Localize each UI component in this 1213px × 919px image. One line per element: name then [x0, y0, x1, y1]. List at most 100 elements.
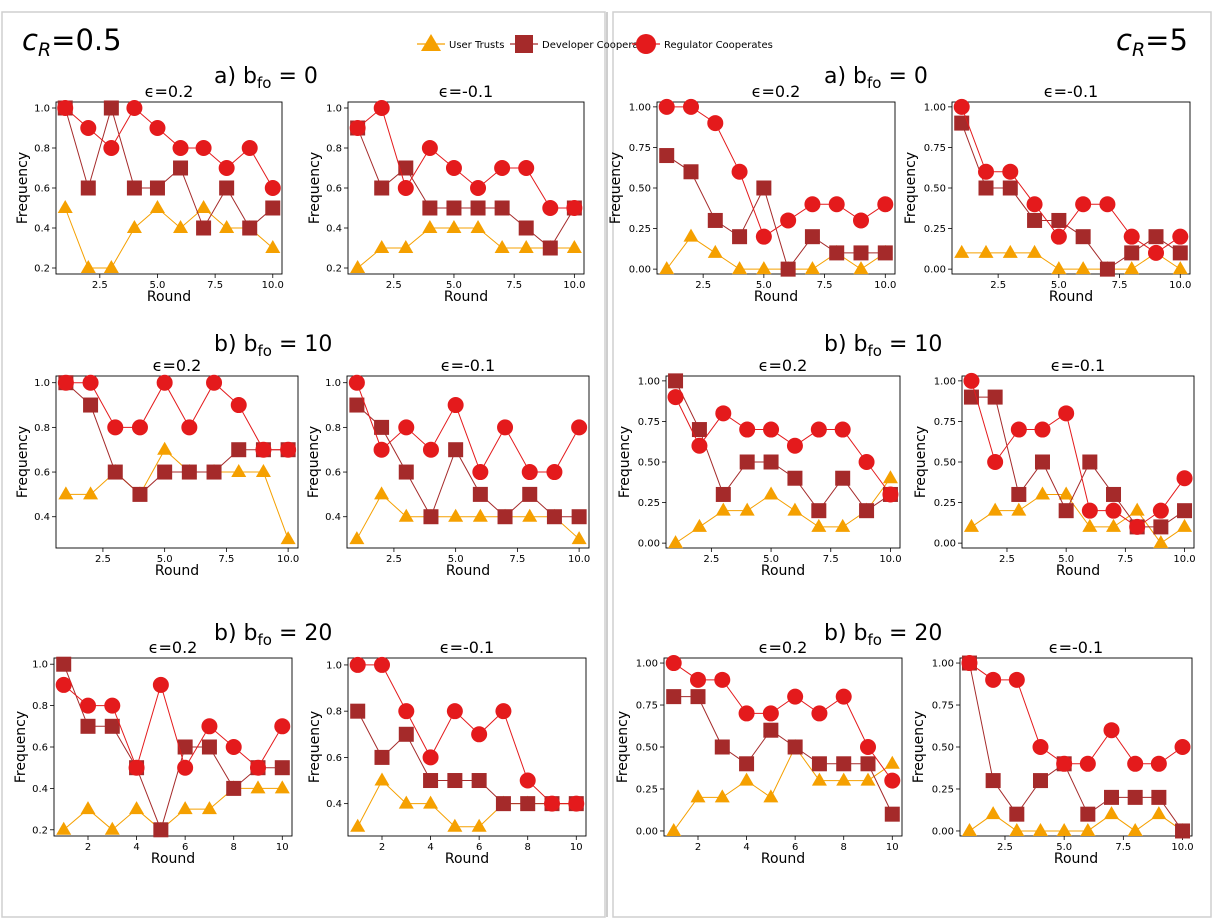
data-point-user-trusts [447, 818, 463, 832]
data-point-user-trusts [448, 508, 464, 522]
y-tick-label: 1.0 [34, 104, 50, 115]
y-tick-label: 0.25 [924, 224, 946, 235]
data-point-regulator-cooperates [1150, 755, 1167, 772]
y-tick-label: 0.6 [32, 743, 48, 754]
data-point-user-trusts [255, 464, 271, 478]
data-point-developer-cooperates [423, 509, 439, 525]
data-point-regulator-cooperates [544, 795, 560, 812]
data-point-user-trusts [690, 789, 706, 803]
data-point-user-trusts [853, 261, 869, 275]
y-tick-label: 0.4 [325, 512, 341, 523]
data-point-developer-cooperates [763, 454, 779, 470]
row-title-right-2: b) bfo = 20 [824, 621, 942, 649]
data-point-developer-cooperates [691, 422, 707, 438]
series-line-developer-cooperates [64, 106, 274, 230]
data-point-regulator-cooperates [422, 749, 439, 766]
data-point-user-trusts [398, 508, 414, 522]
data-point-regulator-cooperates [374, 656, 390, 673]
x-tick-label: 2.5 [92, 280, 108, 291]
data-point-user-trusts [280, 531, 296, 545]
series-line-developer-cooperates [65, 382, 289, 496]
data-point-user-trusts [835, 518, 851, 532]
y-tick-label: 0.75 [932, 701, 954, 712]
x-tick-label: 2.5 [999, 554, 1015, 565]
data-point-developer-cooperates [787, 470, 803, 486]
data-point-user-trusts [58, 486, 74, 500]
data-point-developer-cooperates [1009, 806, 1025, 822]
x-tick-label: 5.0 [1058, 554, 1074, 565]
data-point-regulator-cooperates [398, 703, 415, 720]
chart-panel: ϵ=-0.1 2.5 5.0 7.5 10.0 0.00 0.25 0.50 0.75 1.00 R… [903, 82, 1191, 305]
x-axis-label: Round [1054, 851, 1098, 867]
data-point-regulator-cooperates [987, 454, 1004, 470]
data-point-regulator-cooperates [472, 464, 489, 481]
x-axis-label: Round [761, 563, 805, 579]
right-frame [612, 11, 1212, 918]
data-point-developer-cooperates [495, 796, 511, 812]
x-tick-label: 5.0 [446, 280, 462, 291]
data-point-user-trusts [350, 260, 366, 273]
series-line-regulator-cooperates [63, 683, 283, 770]
y-tick-label: 1.00 [638, 376, 660, 387]
data-point-developer-cooperates [520, 796, 536, 812]
data-point-developer-cooperates [149, 180, 165, 196]
data-point-developer-cooperates [715, 486, 731, 502]
x-tick-label: 7.5 [509, 554, 525, 565]
data-point-user-trusts [423, 795, 439, 809]
x-tick-label: 7.5 [823, 554, 839, 565]
data-point-developer-cooperates [80, 718, 96, 734]
y-tick-label: 0.8 [32, 701, 48, 712]
x-tick-label: 5.0 [448, 554, 464, 565]
x-tick-label: 2.5 [95, 554, 111, 565]
series-line-user-trusts [64, 207, 274, 269]
data-point-developer-cooperates [265, 200, 281, 216]
data-point-regulator-cooperates [707, 115, 724, 132]
data-point-developer-cooperates [1034, 454, 1050, 470]
y-tick-label: 0.50 [638, 458, 660, 469]
data-point-user-trusts [231, 464, 247, 478]
y-tick-label: 0.25 [636, 784, 658, 795]
x-tick-label: 2.5 [695, 280, 711, 291]
data-point-user-trusts [1011, 502, 1027, 516]
data-point-regulator-cooperates [714, 671, 731, 688]
data-point-developer-cooperates [447, 773, 463, 789]
y-tick-label: 0.4 [34, 512, 50, 523]
data-point-regulator-cooperates [1075, 196, 1092, 213]
circle-marker-icon [636, 34, 656, 54]
x-tick-label: 7.5 [506, 280, 522, 291]
data-point-developer-cooperates [707, 212, 723, 228]
data-point-regulator-cooperates [274, 718, 291, 735]
column-header-left: cR=0.5 [22, 23, 122, 61]
svg-text:Regulator Cooperates: Regulator Cooperates [664, 40, 773, 51]
data-point-regulator-cooperates [1103, 722, 1120, 739]
data-point-regulator-cooperates [858, 454, 875, 470]
data-point-user-trusts [126, 220, 142, 233]
data-point-user-trusts [350, 818, 366, 832]
y-axis-label: Frequency [913, 426, 929, 498]
data-point-developer-cooperates [1104, 789, 1120, 805]
data-point-regulator-cooperates [1034, 421, 1051, 438]
data-point-regulator-cooperates [195, 140, 212, 156]
data-point-regulator-cooperates [546, 464, 563, 481]
data-point-user-trusts [374, 240, 390, 253]
data-point-regulator-cooperates [1002, 163, 1019, 180]
series-line-user-trusts [357, 227, 575, 269]
data-point-user-trusts [1153, 535, 1169, 549]
data-point-user-trusts [860, 772, 876, 786]
left-frame [1, 11, 606, 918]
y-tick-label: 1.00 [932, 659, 954, 670]
series-line-developer-cooperates [357, 710, 577, 805]
data-point-regulator-cooperates [348, 374, 365, 391]
x-tick-label: 6 [182, 842, 188, 853]
x-axis-label: Round [155, 563, 199, 579]
data-point-developer-cooperates [787, 739, 803, 755]
data-point-regulator-cooperates [349, 656, 366, 673]
series-line-user-trusts [673, 746, 893, 832]
series-line-user-trusts [356, 493, 580, 540]
x-tick-label: 5.0 [157, 554, 173, 565]
data-point-developer-cooperates [690, 689, 706, 705]
row-titles: a) bfo = 0 a) bfo = 0 b) bfo = 10 b) bfo… [214, 64, 942, 649]
y-tick-label: 0.50 [932, 743, 954, 754]
x-tick-label: 10.0 [277, 554, 299, 565]
data-point-regulator-cooperates [497, 419, 514, 436]
